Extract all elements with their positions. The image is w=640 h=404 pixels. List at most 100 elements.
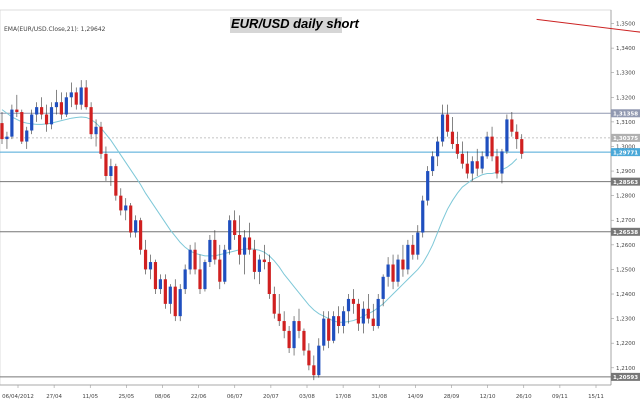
candle-body <box>54 102 59 108</box>
price-tag-box <box>611 148 640 157</box>
x-tick-label: 11/05 <box>82 394 98 400</box>
candle-body <box>20 112 24 142</box>
candle-body <box>312 365 316 376</box>
candles <box>0 80 524 381</box>
y-tick-label: 1,2300 <box>616 317 636 323</box>
candle-body <box>341 311 346 326</box>
candle-body <box>475 161 479 169</box>
candle-body <box>386 264 390 277</box>
candle-body <box>337 316 341 326</box>
candle-body <box>173 286 177 317</box>
candle-body <box>460 153 464 164</box>
candle-body <box>262 259 266 263</box>
candle-body <box>381 276 385 299</box>
x-tick-label: 31/08 <box>371 394 387 400</box>
candle-body <box>168 286 172 304</box>
candle-body <box>84 87 88 108</box>
candle-body <box>510 119 514 132</box>
ema-line <box>1 109 518 323</box>
candle-body <box>267 262 271 295</box>
candle-body <box>158 279 162 290</box>
y-tick-label: 1,2500 <box>616 267 636 273</box>
x-tick-label: 14/09 <box>407 394 423 400</box>
candle-body <box>242 237 247 255</box>
y-tick-label: 1,2100 <box>616 366 636 372</box>
price-tag-label: 1,30375 <box>613 136 638 142</box>
x-tick-label: 28/09 <box>444 394 460 400</box>
x-tick-label: 15/11 <box>588 394 604 400</box>
candle-body <box>5 136 9 140</box>
candle-body <box>139 220 143 250</box>
price-tag-label: 1,29771 <box>613 150 638 156</box>
candle-body <box>247 237 252 250</box>
candle-body <box>416 232 420 255</box>
x-tick-label: 27/04 <box>46 394 62 400</box>
candle-body <box>431 156 435 172</box>
price-tag-box <box>611 133 640 142</box>
candle-body <box>401 259 405 270</box>
candle-body <box>109 166 113 176</box>
candle-body <box>153 262 158 290</box>
candle-body <box>361 308 365 324</box>
candle-body <box>440 114 445 142</box>
candle-body <box>124 205 128 211</box>
candle-body <box>208 239 212 263</box>
candle-body <box>129 205 133 233</box>
candle-body <box>15 109 19 113</box>
candle-body <box>455 144 459 154</box>
candle-body <box>307 350 311 366</box>
candle-body <box>421 200 425 233</box>
candle-body <box>49 107 54 125</box>
candle-body <box>292 321 296 349</box>
candle-body <box>470 161 474 174</box>
candle-body <box>59 102 63 115</box>
candle-body <box>450 131 455 145</box>
candle-body <box>143 249 148 270</box>
x-tick-label: 08/06 <box>155 394 171 400</box>
candle-body <box>218 259 222 282</box>
ema-series-line <box>1 109 518 323</box>
chart-title: EUR/USD daily short <box>231 16 359 31</box>
candle-body <box>40 107 44 115</box>
plot-frame <box>0 9 612 386</box>
ema-legend: EMA(EUR/USD.Close,21): 1,29642 <box>4 26 106 33</box>
candle-body <box>317 345 321 376</box>
candle-body <box>495 156 499 174</box>
candle-body <box>485 136 489 157</box>
y-tick-label: 1,3500 <box>616 22 636 28</box>
y-tick-label: 1,2700 <box>616 218 636 224</box>
candle-body <box>10 109 14 137</box>
x-tick-label: 17/08 <box>335 394 351 400</box>
candle-body <box>376 298 380 326</box>
candle-body <box>500 151 504 174</box>
x-tick-label: 26/10 <box>516 394 532 400</box>
candle-body <box>44 114 49 125</box>
candle-body <box>366 308 370 319</box>
candle-body <box>257 259 261 272</box>
candle-body <box>183 269 187 290</box>
price-tags: 1,31358 1,30375 1,29771 1,28563 1,26538 1,205… <box>611 109 640 381</box>
x-tick-label: 20/07 <box>263 394 279 400</box>
candle-body <box>94 126 98 135</box>
candle-body <box>346 298 351 312</box>
price-tag-label: 1,31358 <box>613 111 638 117</box>
candle-body <box>119 195 123 211</box>
candle-body <box>480 156 484 169</box>
candle-body <box>25 130 29 142</box>
grid <box>0 9 612 386</box>
candle-body <box>505 119 509 152</box>
candle-body <box>233 220 237 235</box>
candle-body <box>89 107 93 135</box>
candle-body <box>252 249 257 272</box>
candle-body <box>332 316 336 341</box>
candle-body <box>64 97 68 115</box>
y-tick-label: 1,2800 <box>616 194 636 200</box>
candle-body <box>297 321 301 331</box>
candle-body <box>287 330 291 349</box>
price-tag-box <box>611 372 640 381</box>
x-tick-label: 06/07 <box>227 394 243 400</box>
y-tick-label: 1,3000 <box>616 144 636 150</box>
x-tick-label: 09/11 <box>552 394 568 400</box>
y-tick-label: 1,3300 <box>616 71 636 77</box>
